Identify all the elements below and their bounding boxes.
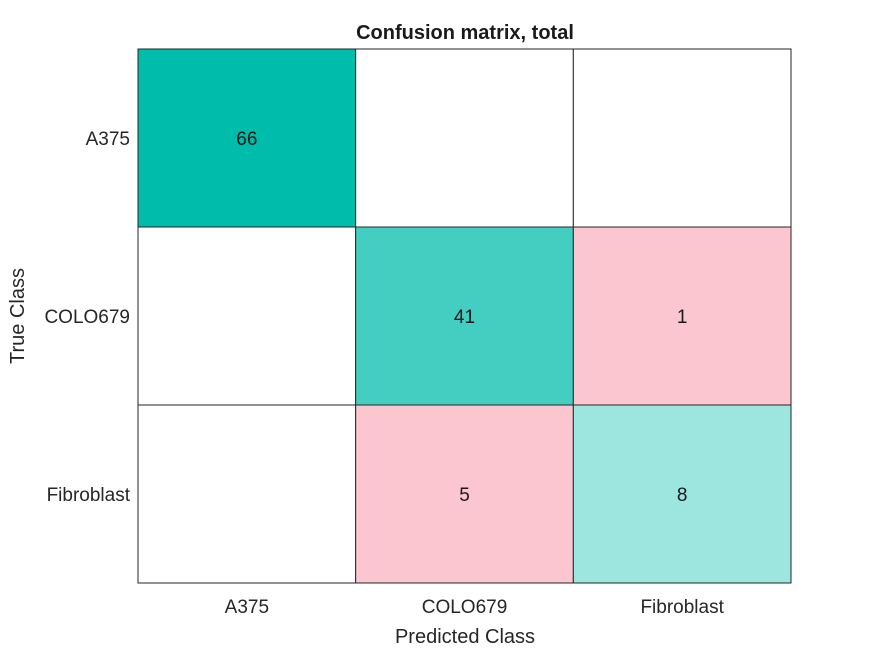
cell-value-0-0: 66: [236, 129, 257, 150]
y-tick-label: A375: [86, 129, 130, 150]
x-tick-label: COLO679: [422, 597, 508, 618]
matrix-cell-2-2: [572, 404, 792, 584]
matrix-cell-2-1: [355, 404, 574, 584]
matrix-cell-1-1: [355, 226, 574, 406]
matrix-cell-values: 66 41 1 5 8: [236, 129, 687, 506]
y-tick-label: Fibroblast: [47, 485, 131, 506]
chart-title: Confusion matrix, total: [356, 22, 574, 44]
matrix-cells: [137, 48, 792, 584]
x-tick-label: Fibroblast: [640, 597, 724, 618]
cell-value-2-2: 8: [677, 485, 688, 506]
x-tick-label: A375: [225, 597, 269, 618]
cell-value-1-2: 1: [677, 307, 688, 328]
matrix-cell-0-2: [572, 48, 792, 228]
x-axis-label: Predicted Class: [395, 626, 535, 648]
matrix-cell-0-1: [355, 48, 574, 228]
matrix-cell-0-0: [137, 48, 357, 228]
cell-value-1-1: 41: [454, 307, 475, 328]
y-axis-label: True Class: [7, 268, 29, 364]
y-axis-ticks: A375 COLO679 Fibroblast: [44, 129, 130, 506]
matrix-cell-1-2: [572, 226, 792, 406]
matrix-cell-2-0: [137, 404, 357, 584]
matrix-cell-1-0: [137, 226, 357, 406]
x-axis-ticks: A375 COLO679 Fibroblast: [225, 597, 725, 618]
cell-value-2-1: 5: [459, 485, 470, 506]
y-tick-label: COLO679: [44, 307, 130, 328]
